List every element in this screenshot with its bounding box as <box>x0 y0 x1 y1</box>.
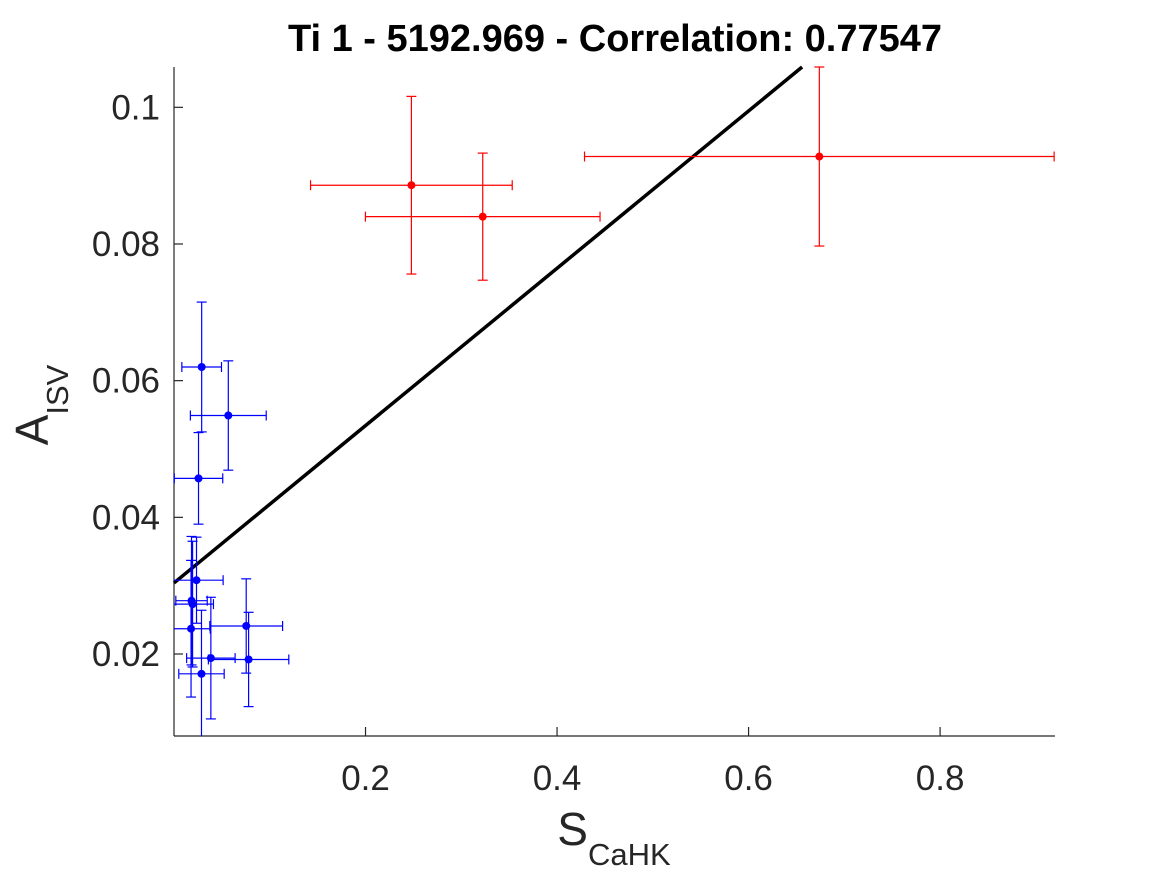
y-tick-label: 0.08 <box>92 225 160 264</box>
fit-line-layer <box>172 65 804 585</box>
x-tick-label: 0.8 <box>916 759 965 798</box>
data-point <box>187 624 196 633</box>
data-point <box>244 655 253 664</box>
plot-area: 0.2 0.4 0.6 0.8 0.02 0.04 0.06 0.08 0.1 <box>92 65 1055 798</box>
x-tick-label: 0.2 <box>341 759 390 798</box>
x-axis-label: SCaHK <box>557 803 671 872</box>
data-point <box>206 654 215 663</box>
data-point <box>188 600 197 609</box>
data-point <box>224 411 233 420</box>
plot-background <box>174 67 1055 736</box>
data-point <box>197 362 206 371</box>
data-point <box>242 621 251 630</box>
x-axis-ticks: 0.2 0.4 0.6 0.8 <box>341 727 964 798</box>
x-tick-label: 0.6 <box>724 759 773 798</box>
y-tick-label: 0.06 <box>92 362 160 401</box>
x-tick-label: 0.4 <box>533 759 582 798</box>
y-axis-ticks: 0.02 0.04 0.06 0.08 0.1 <box>92 88 183 674</box>
y-tick-label: 0.04 <box>92 498 160 537</box>
y-tick-label: 0.02 <box>92 635 160 674</box>
fit-line <box>172 65 804 585</box>
y-axis-label: AISV <box>6 364 75 445</box>
data-point <box>815 152 824 161</box>
chart-title: Ti 1 - 5192.969 - Correlation: 0.77547 <box>288 18 942 60</box>
data-point <box>192 576 201 585</box>
x-axis-label-base: S <box>557 803 588 855</box>
y-axis-label-base: A <box>6 414 58 445</box>
data-point <box>407 181 416 190</box>
y-tick-label: 0.1 <box>111 88 160 127</box>
y-axis-label-subscript: ISV <box>40 364 75 414</box>
data-point <box>197 669 206 678</box>
data-points-layer <box>187 152 824 678</box>
data-point <box>478 212 487 221</box>
data-point <box>194 474 203 483</box>
x-axis-label-subscript: CaHK <box>588 837 671 872</box>
